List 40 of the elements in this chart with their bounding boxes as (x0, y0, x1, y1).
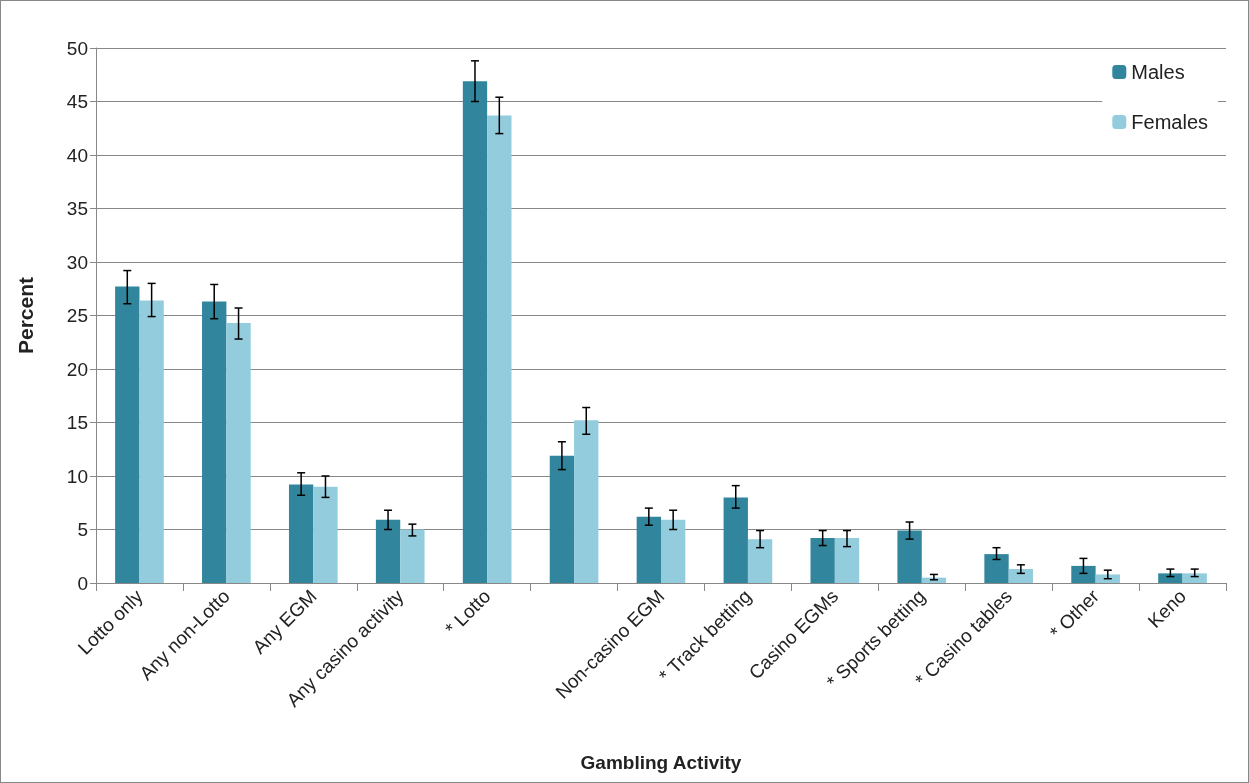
y-axis-title: Percent (14, 276, 37, 355)
legend-label: Males (1131, 61, 1185, 83)
y-tick-label: 20 (66, 358, 88, 380)
legend-label: Females (1131, 111, 1209, 133)
bar (1158, 573, 1183, 583)
bar (574, 420, 599, 583)
bar (661, 519, 686, 583)
bar (139, 300, 164, 583)
y-tick-label: 40 (66, 144, 88, 166)
bar (400, 529, 425, 583)
x-axis-title: Gambling Activity (580, 752, 742, 773)
y-tick-label: 5 (77, 519, 88, 540)
bar (375, 519, 401, 583)
bar (636, 516, 661, 583)
bar (1095, 574, 1120, 583)
bar (810, 538, 835, 583)
y-tick-label: 10 (66, 465, 88, 487)
bar (1071, 565, 1096, 583)
bar (202, 301, 227, 583)
y-tick-label: 25 (66, 305, 88, 326)
bar (834, 538, 860, 583)
bar (1008, 569, 1034, 583)
y-tick-label: 45 (66, 91, 88, 112)
bar (723, 497, 748, 583)
bar (462, 81, 488, 583)
bar (288, 484, 314, 583)
bar (487, 115, 512, 583)
bar (115, 286, 140, 583)
bar (984, 554, 1009, 583)
bar (747, 539, 773, 583)
y-tick-label: 15 (66, 412, 88, 433)
bar (226, 322, 251, 583)
y-tick-label: 0 (77, 572, 88, 594)
y-tick-label: 30 (66, 251, 88, 273)
bar (313, 486, 338, 583)
y-tick-label: 50 (66, 37, 88, 59)
y-tick-label: 35 (66, 198, 88, 219)
bar (1182, 573, 1207, 583)
bar (897, 530, 922, 583)
bar (549, 455, 575, 583)
